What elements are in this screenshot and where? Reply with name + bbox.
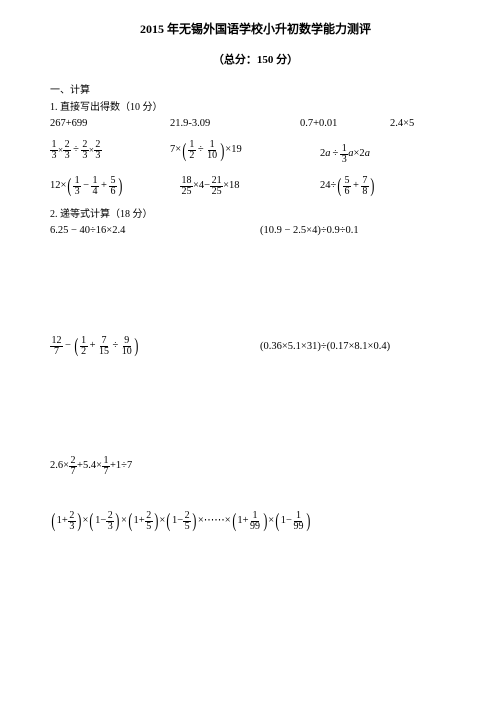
page-title: 2015 年无锡外国语学校小升初数学能力测评 [50, 20, 461, 37]
q2-row2: 127− 12+ 715÷ 910 (0.36×5.1×31)÷(0.17×8.… [50, 333, 461, 359]
q1r3c2: 1825 ×4− 2125 ×18 [180, 176, 320, 197]
page-subtitle: （总分：150 分） [50, 51, 461, 67]
q2-row3: 2.6× 27 +5.4× 17 +1÷7 [50, 455, 461, 477]
q1r1c4: 2.4×5 [390, 118, 414, 129]
gap-1 [50, 243, 461, 333]
q1r1c1: 267+699 [50, 118, 170, 129]
q2e6: 1+23× 1−23× 1+25× 1−25×⋯⋯× 1+199× 1−199 [50, 511, 312, 532]
q2e4: (0.36×5.1×31)÷(0.17×8.1×0.4) [260, 341, 390, 352]
q2e1: 6.25 − 40÷16×2.4 [50, 225, 260, 236]
q2e2: (10.9 − 2.5×4)÷0.9÷0.1 [260, 225, 359, 236]
q1r2c1: 13× 23÷ 23× 23 [50, 140, 170, 161]
q1-head: 1. 直接写出得数（10 分） [50, 98, 461, 113]
q1r1c2: 21.9-3.09 [170, 118, 300, 129]
q1-row2: 13× 23÷ 23× 23 7× 12÷ 110 ×19 2a÷ 13 a×2… [50, 136, 461, 165]
q1r3c1: 12× 13− 14+ 56 [50, 176, 180, 197]
q2-head: 2. 递等式计算（18 分） [50, 205, 461, 220]
q1r1c3: 0.7+0.01 [300, 118, 390, 129]
q2e5: 2.6× 27 +5.4× 17 +1÷7 [50, 456, 132, 477]
q1-row1: 267+699 21.9-3.09 0.7+0.01 2.4×5 [50, 116, 461, 130]
exam-page: 2015 年无锡外国语学校小升初数学能力测评 （总分：150 分） 一、计算 1… [0, 0, 501, 560]
section-1: 一、计算 [50, 81, 461, 96]
q1-row3: 12× 13− 14+ 56 1825 ×4− 2125 ×18 24÷ 56+… [50, 173, 461, 199]
q1r3c3: 24÷ 56+ 78 [320, 176, 376, 197]
q2-row1: 6.25 − 40÷16×2.4 (10.9 − 2.5×4)÷0.9÷0.1 [50, 223, 461, 237]
q2e3: 127− 12+ 715÷ 910 [50, 336, 260, 357]
q1r2c2: 7× 12÷ 110 ×19 [170, 140, 320, 161]
gap-3 [50, 483, 461, 508]
gap-2 [50, 365, 461, 455]
q1r2c3: 2a÷ 13 a×2a [320, 144, 370, 165]
q2-row4: 1+23× 1−23× 1+25× 1−25×⋯⋯× 1+199× 1−199 [50, 508, 461, 534]
